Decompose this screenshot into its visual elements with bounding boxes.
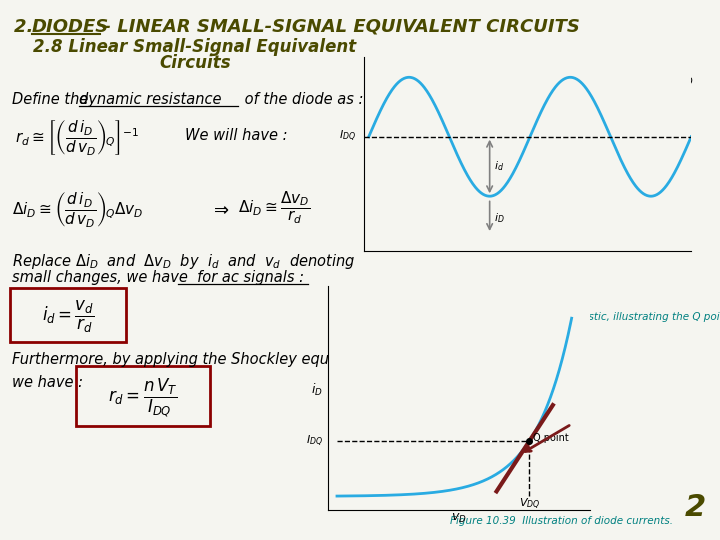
- Text: Circuits: Circuits: [159, 54, 231, 72]
- Text: $I_{DQ}$: $I_{DQ}$: [306, 434, 323, 449]
- Y-axis label: $i_D$: $i_D$: [310, 382, 323, 399]
- Text: we have :: we have :: [12, 375, 88, 390]
- Text: $I_{DQ}$: $I_{DQ}$: [339, 129, 356, 144]
- Text: 2.8 Linear Small-Signal Equivalent: 2.8 Linear Small-Signal Equivalent: [33, 38, 356, 56]
- Text: Furthermore, by applying the Shockley equation,: Furthermore, by applying the Shockley eq…: [12, 352, 371, 367]
- Text: Replace $\Delta i_D$  and  $\Delta v_D$  by  $i_d$  and  $v_d$  denoting: Replace $\Delta i_D$ and $\Delta v_D$ by…: [12, 252, 356, 271]
- Text: $i_d = \dfrac{v_d}{r_d}$: $i_d = \dfrac{v_d}{r_d}$: [42, 299, 94, 335]
- Text: $V_{DQ}$: $V_{DQ}$: [518, 497, 540, 512]
- Text: Figure 10.39  Illustration of diode currents.: Figure 10.39 Illustration of diode curre…: [450, 516, 673, 526]
- Text: $\Delta i_D \cong \dfrac{\Delta v_D}{r_d}$: $\Delta i_D \cong \dfrac{\Delta v_D}{r_d…: [238, 190, 310, 226]
- Text: $\Rightarrow$: $\Rightarrow$: [210, 200, 230, 218]
- Text: Figure 10.37  Diode characteristic, illustrating the Q point: Figure 10.37 Diode characteristic, illus…: [430, 312, 720, 322]
- FancyBboxPatch shape: [10, 288, 126, 342]
- Text: small changes, we have  for ac signals :: small changes, we have for ac signals :: [12, 270, 304, 285]
- Text: – LINEAR SMALL-SIGNAL EQUIVALENT CIRCUITS: – LINEAR SMALL-SIGNAL EQUIVALENT CIRCUIT…: [102, 18, 580, 36]
- Text: $\Delta i_D \cong \left(\dfrac{d\,i_D}{d\,v_D}\right)_{\!Q} \Delta v_D$: $\Delta i_D \cong \left(\dfrac{d\,i_D}{d…: [12, 190, 143, 229]
- Text: 2: 2: [685, 493, 706, 522]
- Text: dynamic resistance: dynamic resistance: [79, 92, 222, 107]
- Text: We will have :: We will have :: [185, 128, 287, 143]
- Text: Define the: Define the: [12, 92, 93, 107]
- Text: $r_d = \dfrac{n\,V_T}{I_{DQ}}$: $r_d = \dfrac{n\,V_T}{I_{DQ}}$: [108, 376, 178, 420]
- X-axis label: $v_D$: $v_D$: [451, 512, 467, 525]
- Text: DIODES: DIODES: [32, 18, 109, 36]
- FancyBboxPatch shape: [76, 366, 210, 426]
- Text: $r_d \cong \left[\left(\dfrac{d\,i_D}{d\,v_D}\right)_{\!Q}\right]^{-1}$: $r_d \cong \left[\left(\dfrac{d\,i_D}{d\…: [15, 118, 139, 157]
- Text: Q point: Q point: [533, 433, 569, 443]
- Text: $i_D$: $i_D$: [493, 211, 504, 225]
- Text: of the diode as :: of the diode as :: [240, 92, 364, 107]
- Text: $i_d$: $i_d$: [493, 160, 503, 173]
- Text: $\left(\dfrac{d\,i_D}{d\,v_D}\right)_{\!Q}$: $\left(\dfrac{d\,i_D}{d\,v_D}\right)_{\!…: [638, 62, 693, 97]
- Text: 2.: 2.: [14, 18, 40, 36]
